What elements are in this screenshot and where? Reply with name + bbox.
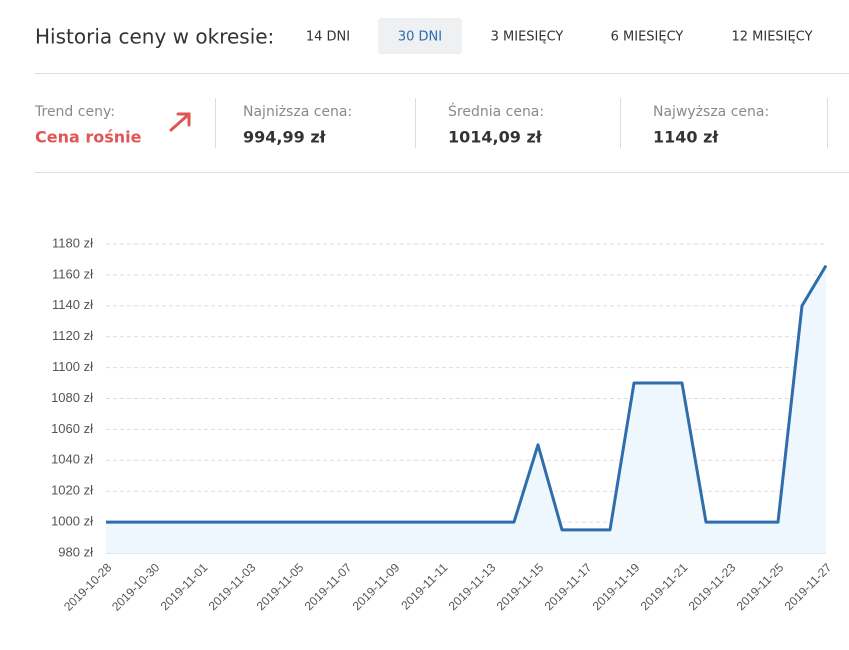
x-tick-label: 2019-11-01	[158, 560, 211, 613]
tab[interactable]: 30 DNI	[398, 30, 442, 45]
x-tick-label: 2019-10-30	[109, 560, 163, 614]
x-tick-label: 2019-11-15	[494, 560, 547, 613]
x-tick-label: 2019-10-28	[61, 560, 115, 614]
x-tick-label: 2019-11-03	[206, 560, 259, 613]
x-tick-label: 2019-11-05	[254, 560, 307, 613]
y-tick-label: 1100 zł	[52, 359, 93, 374]
x-tick-label: 2019-11-23	[686, 560, 739, 613]
stat-value: 1014,09 zł	[448, 128, 543, 147]
x-tick-label: 2019-11-19	[590, 560, 643, 613]
y-tick-label: 1120 zł	[52, 328, 93, 343]
y-tick-label: 1060 zł	[51, 421, 93, 436]
y-tick-label: 1020 zł	[51, 483, 93, 498]
tab[interactable]: 14 DNI	[306, 30, 350, 45]
tab[interactable]: 3 MIESIĘCY	[491, 30, 564, 45]
x-tick-label: 2019-11-13	[446, 560, 499, 613]
title: Historia ceny w okresie:	[35, 25, 274, 49]
trend-arrow	[169, 112, 191, 132]
stat-label: Średnia cena:	[448, 102, 544, 120]
x-tick-label: 2019-11-21	[638, 560, 691, 613]
stat-label: Najniższa cena:	[243, 104, 352, 120]
y-tick-label: 1040 zł	[51, 452, 93, 467]
x-tick-label: 2019-11-27	[782, 560, 835, 613]
tab[interactable]: 6 MIESIĘCY	[611, 30, 684, 45]
x-tick-label: 2019-11-07	[302, 560, 355, 613]
stat-value: 1140 zł	[653, 128, 719, 147]
y-tick-label: 1160 zł	[52, 266, 93, 281]
y-tick-label: 1140 zł	[52, 297, 93, 312]
y-tick-label: 1000 zł	[51, 514, 93, 529]
separators	[215, 98, 828, 148]
x-tick-label: 2019-11-25	[734, 560, 787, 613]
x-tick-label: 2019-11-17	[542, 560, 595, 613]
stat-label: Najwyższa cena:	[653, 104, 769, 120]
tab[interactable]: 12 MIESIĘCY	[731, 30, 812, 45]
area	[106, 265, 826, 553]
y-tick-label: 980 zł	[58, 544, 93, 559]
x-tick-label: 2019-11-11	[398, 560, 450, 612]
line	[106, 264, 828, 532]
y-tick-label: 1080 zł	[51, 390, 93, 405]
stat-value: 994,99 zł	[243, 128, 327, 147]
tab-active-bg	[378, 18, 462, 54]
trend-label: Trend ceny:	[34, 104, 115, 120]
x-tick-label: 2019-11-09	[350, 560, 403, 613]
trend-value: Cena rośnie	[35, 128, 142, 147]
y-tick-label: 1180 zł	[52, 235, 93, 250]
